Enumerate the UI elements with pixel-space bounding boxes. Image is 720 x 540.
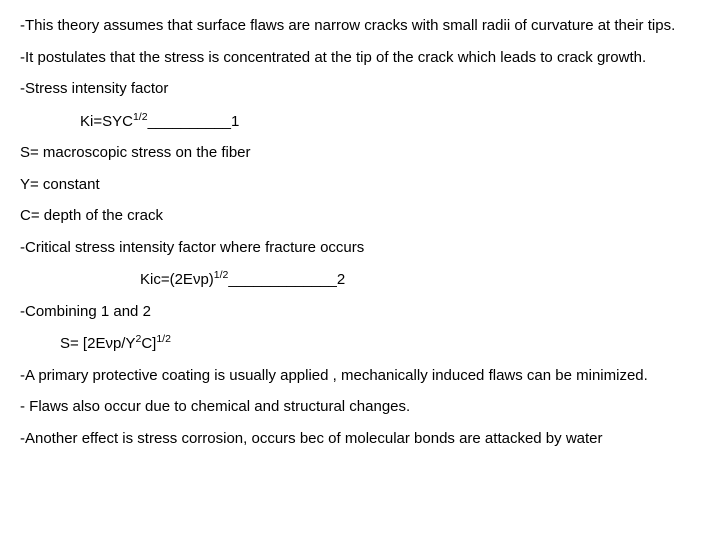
eq2-line: _____________	[228, 271, 336, 288]
equation-3: S= [2Eνp/Y2C]1/2	[20, 333, 700, 354]
eq2-b: p)	[200, 271, 213, 288]
para-chemical-structural: - Flaws also occur due to chemical and s…	[20, 397, 700, 417]
para-combining: -Combining 1 and 2	[20, 302, 700, 322]
eq3-c: C]	[141, 335, 156, 352]
equation-1: Ki=SYC1/2__________1	[20, 111, 700, 132]
para-stress-intensity: -Stress intensity factor	[20, 79, 700, 99]
eq2-ref: 2	[337, 271, 345, 288]
para-critical-stress: -Critical stress intensity factor where …	[20, 238, 700, 258]
para-s-def: S= macroscopic stress on the fiber	[20, 143, 700, 163]
para-stress-concentrated: -It postulates that the stress is concen…	[20, 48, 700, 68]
eq2-a: Kic=(2E	[140, 271, 193, 288]
eq3-nu: ν	[105, 335, 113, 352]
eq2-superscript: 1/2	[214, 269, 229, 281]
para-y-def: Y= constant	[20, 175, 700, 195]
eq3-b: p/Y	[113, 335, 136, 352]
eq1-lhs: Ki=SYC	[80, 113, 133, 130]
para-stress-corrosion: -Another effect is stress corrosion, occ…	[20, 429, 700, 449]
eq1-ref: 1	[231, 113, 239, 130]
equation-2: Kic=(2Eνp)1/2_____________2	[20, 269, 700, 290]
para-c-def: C= depth of the crack	[20, 206, 700, 226]
para-surface-flaws: -This theory assumes that surface flaws …	[20, 16, 700, 36]
eq3-a: S= [2E	[60, 335, 105, 352]
eq3-superscript: 1/2	[156, 333, 171, 345]
eq1-line: __________	[148, 113, 231, 130]
para-protective-coating: -A primary protective coating is usually…	[20, 366, 700, 386]
eq1-superscript: 1/2	[133, 111, 148, 123]
